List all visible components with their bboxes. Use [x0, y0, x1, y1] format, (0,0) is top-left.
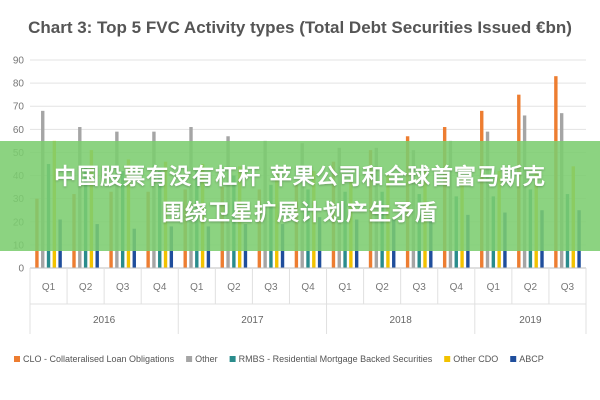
- chart-title: Chart 3: Top 5 FVC Activity types (Total…: [28, 18, 572, 37]
- banner-line-1: 中国股票有没有杠杆 苹果公司和全球首富马斯克: [54, 165, 546, 190]
- x-tick-label: Q3: [264, 282, 278, 293]
- x-axis: Q1 Q2 Q3 Q4 Q1 Q2 Q3 Q4 Q1 Q2 Q3 Q4 Q1 Q2 Q3 2016 2017 20…: [29, 267, 587, 334]
- promo-banner[interactable]: 中国股票有没有杠杆 苹果公司和全球首富马斯克 围绕卫星扩展计划产生矛盾: [0, 141, 600, 251]
- legend-label: CLO - Collateralised Loan Obligations: [23, 354, 175, 364]
- x-tick-label: Q4: [301, 282, 315, 293]
- x-tick-label: Q1: [190, 282, 204, 293]
- legend-label: Other CDO: [453, 354, 498, 364]
- legend-swatch: [14, 356, 20, 362]
- legend-label: ABCP: [519, 354, 544, 364]
- year-label: 2016: [93, 315, 116, 326]
- x-tick-label: Q3: [116, 282, 130, 293]
- year-label: 2017: [241, 315, 264, 326]
- x-tick-label: Q1: [42, 282, 56, 293]
- y-tick-label: 60: [13, 125, 25, 136]
- x-tick-label: Q3: [561, 282, 575, 293]
- x-tick-label: Q1: [487, 282, 501, 293]
- legend-swatch: [444, 356, 451, 362]
- year-label: 2019: [519, 315, 542, 326]
- y-tick-label: 0: [18, 264, 24, 275]
- year-label: 2018: [390, 315, 413, 326]
- legend-label: Other: [195, 354, 218, 364]
- x-tick-label: Q2: [79, 282, 93, 293]
- x-tick-label: Q1: [338, 282, 352, 293]
- banner-line-2: 围绕卫星扩展计划产生矛盾: [161, 201, 438, 226]
- legend-swatch: [186, 356, 193, 362]
- x-tick-label: Q3: [413, 282, 427, 293]
- x-tick-label: Q2: [524, 282, 538, 293]
- legend-swatch: [510, 356, 517, 362]
- y-tick-label: 90: [13, 56, 25, 67]
- y-tick-label: 80: [13, 79, 25, 90]
- y-tick-label: 70: [13, 102, 25, 113]
- x-tick-label: Q2: [227, 282, 241, 293]
- x-tick-label: Q4: [153, 282, 167, 293]
- x-tick-label: Q4: [450, 282, 464, 293]
- x-tick-label: Q2: [375, 282, 389, 293]
- legend: CLO - Collateralised Loan Obligations Oth…: [14, 354, 544, 364]
- legend-label: RMBS - Residential Mortgage Backed Secur…: [239, 354, 433, 364]
- legend-swatch: [229, 356, 236, 362]
